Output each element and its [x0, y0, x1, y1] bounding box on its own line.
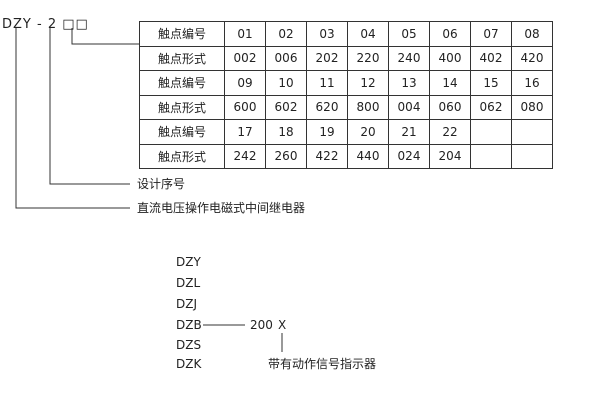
model-code-prefix: DZY - 2 — [2, 17, 58, 32]
table-cell: 02 — [265, 21, 307, 47]
table-cell: 202 — [306, 45, 348, 71]
table-cell: 024 — [388, 143, 430, 169]
design-number-label: 设计序号 — [137, 177, 186, 191]
table-cell: 600 — [224, 94, 266, 120]
table-row: 触点编号 17 18 19 20 21 22 — [139, 119, 553, 145]
table-cell: 01 — [224, 21, 266, 47]
table-cell: 422 — [306, 143, 348, 169]
table-cell: 002 — [224, 45, 266, 71]
table-cell: 402 — [470, 45, 512, 71]
table-cell: 13 — [388, 70, 430, 96]
leader-line-design-number — [49, 28, 130, 185]
table-cell: 09 — [224, 70, 266, 96]
table-cell: 602 — [265, 94, 307, 120]
table-cell: 400 — [429, 45, 471, 71]
leader-line-relay-type — [15, 28, 130, 209]
table-cell — [470, 143, 512, 169]
table-cell: 004 — [388, 94, 430, 120]
model-code-boxes: □□ — [62, 17, 89, 32]
model-dzk: DZK — [176, 357, 202, 371]
model-dzl: DZL — [176, 276, 201, 290]
table-row: 触点形式 242 260 422 440 024 204 — [139, 143, 553, 169]
model-dzy: DZY — [176, 255, 201, 269]
table-cell: 440 — [347, 143, 389, 169]
table-cell: 060 — [429, 94, 471, 120]
table-cell: 07 — [470, 21, 512, 47]
table-row: 触点编号 01 02 03 04 05 06 07 08 — [139, 21, 553, 47]
table-cell: 15 — [470, 70, 512, 96]
row-label: 触点编号 — [139, 70, 225, 96]
table-cell: 06 — [429, 21, 471, 47]
table-cell: 240 — [388, 45, 430, 71]
suffix-200: 200 — [250, 318, 273, 332]
table-row: 触点形式 600 602 620 800 004 060 062 080 — [139, 94, 553, 120]
table-cell — [511, 143, 553, 169]
model-dzb: DZB — [176, 318, 202, 332]
row-label: 触点形式 — [139, 45, 225, 71]
table-row: 触点形式 002 006 202 220 240 400 402 420 — [139, 45, 553, 71]
table-cell: 04 — [347, 21, 389, 47]
leader-line-contact-code — [71, 28, 139, 45]
table-cell: 03 — [306, 21, 348, 47]
table-cell: 17 — [224, 119, 266, 145]
table-cell: 05 — [388, 21, 430, 47]
table-cell — [470, 119, 512, 145]
table-cell: 800 — [347, 94, 389, 120]
table-cell: 620 — [306, 94, 348, 120]
table-cell: 242 — [224, 143, 266, 169]
indicator-note: 带有动作信号指示器 — [268, 357, 377, 371]
relay-type-label: 直流电压操作电磁式中间继电器 — [137, 201, 306, 215]
table-cell: 080 — [511, 94, 553, 120]
table-cell: 14 — [429, 70, 471, 96]
table-cell: 08 — [511, 21, 553, 47]
table-cell: 062 — [470, 94, 512, 120]
table-cell — [511, 119, 553, 145]
model-code: DZY - 2 □□ — [2, 18, 89, 32]
row-label: 触点编号 — [139, 119, 225, 145]
model-dzj: DZJ — [176, 297, 197, 311]
table-cell: 204 — [429, 143, 471, 169]
table-cell: 220 — [347, 45, 389, 71]
table-cell: 12 — [347, 70, 389, 96]
suffix-x: X — [278, 318, 287, 332]
table-cell: 16 — [511, 70, 553, 96]
table-row: 触点编号 09 10 11 12 13 14 15 16 — [139, 70, 553, 96]
row-label: 触点形式 — [139, 143, 225, 169]
table-cell: 19 — [306, 119, 348, 145]
contact-table: 触点编号 01 02 03 04 05 06 07 08 触点形式 002 006 202 220 240 4… — [139, 21, 553, 169]
table-cell: 420 — [511, 45, 553, 71]
row-label: 触点形式 — [139, 94, 225, 120]
table-cell: 20 — [347, 119, 389, 145]
table-cell: 260 — [265, 143, 307, 169]
table-cell: 006 — [265, 45, 307, 71]
table-cell: 10 — [265, 70, 307, 96]
table-cell: 21 — [388, 119, 430, 145]
table-cell: 18 — [265, 119, 307, 145]
row-label: 触点编号 — [139, 21, 225, 47]
table-cell: 11 — [306, 70, 348, 96]
table-cell: 22 — [429, 119, 471, 145]
model-dzs: DZS — [176, 338, 202, 352]
